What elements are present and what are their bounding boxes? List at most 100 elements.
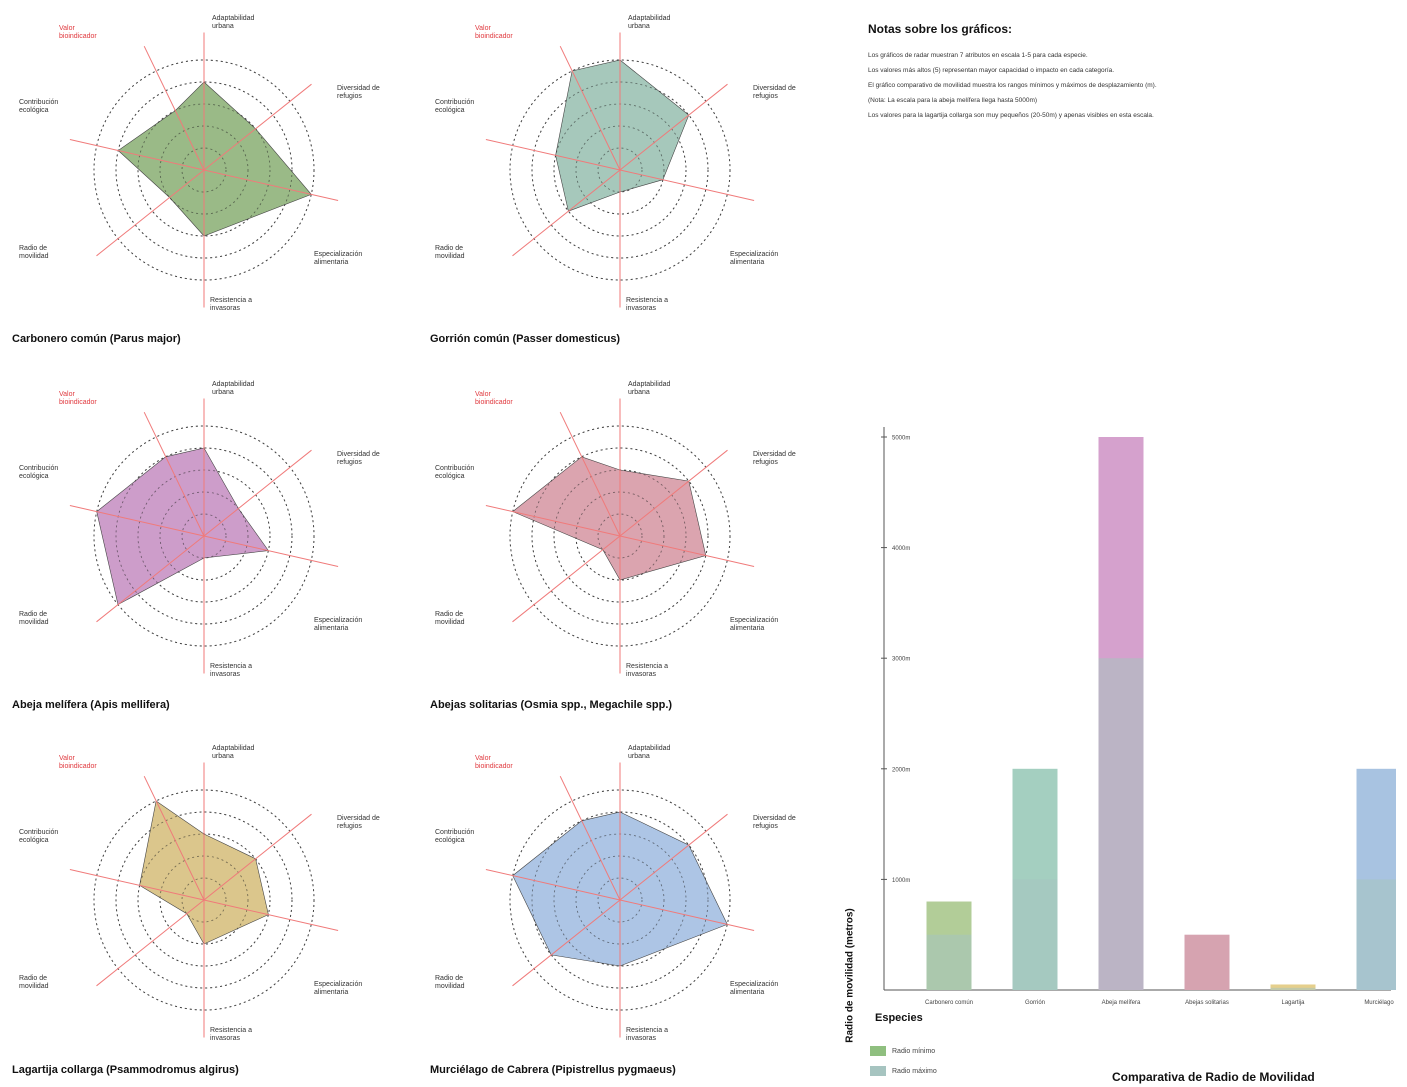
radar-axis-label: Especialización alimentaria [730,251,778,266]
radar-axis-label: Radio de movilidad [19,975,49,990]
radar-title: Lagartija collarga (Psammodromus algirus… [12,1064,239,1076]
radar-axis-line [143,411,205,537]
radar-ring-overlay [159,491,249,581]
radar-title: Murciélago de Cabrera (Pipistrellus pygm… [430,1064,676,1076]
radar-axis-label: Adaptabilidad urbana [212,381,255,396]
radar-ring-overlay [115,447,293,625]
mobility-bar-chart: 1000m 2000m 3000m 4000m 5000m Carbonero común… [881,427,1396,1006]
radar-ring-overlay [509,59,731,281]
radar-axis-label: Valor bioindicador [475,755,513,770]
bar-chart-title: Comparativa de Radio de Movilidad [1112,1070,1315,1084]
legend-swatch-max [870,1066,886,1076]
bar-y-tick-label: 2000m [892,767,910,773]
radar-axis-label: Radio de movilidad [435,975,465,990]
radar-axis-line [485,869,621,901]
radar-axis-label: Resistencia a invasoras [626,297,668,312]
radar-axis-line [559,45,621,171]
bar-y-axis-label: Radio de movilidad (metros) [844,908,856,1043]
notes-title: Notas sobre los gráficos: [868,22,1013,36]
radar-axis-label: Diversidad de refugios [337,815,380,830]
radar-axis-label: Valor bioindicador [59,391,97,406]
radar-axis-line [619,169,755,201]
radar-ring-overlay [509,425,731,647]
bar-min [1012,879,1058,990]
radar-ring-overlay [93,59,315,281]
radar-polygon [96,447,269,606]
legend-item-max: Radio máximo [870,1066,937,1076]
radar-title: Abejas solitarias (Osmia spp., Megachile… [430,699,673,711]
radar-axis-label: Diversidad de refugios [337,451,380,466]
radar-axis-line [143,45,205,171]
radar-axis-label: Valor bioindicador [475,25,513,40]
note-line: Los gráficos de radar muestran 7 atribut… [868,52,1088,59]
bar-x-tick-label: Carbonero común [925,1000,973,1006]
radar-axis-label: Contribución ecológica [435,829,474,844]
radar-axis-line [485,139,621,171]
radar-axis-label: Resistencia a invasoras [210,297,252,312]
radar-axis-line [203,169,339,201]
radar-axis-label: Radio de movilidad [435,611,465,626]
radar-axis-line [203,899,339,931]
radar-ring-overlay [159,125,249,215]
radar-ring-overlay [597,513,643,559]
radar-ring-overlay [181,877,227,923]
radar-axis-label: Especialización alimentaria [314,251,362,266]
radar-ring-overlay [575,491,665,581]
radar-ring-overlay [93,425,315,647]
radar-axis-line [203,449,312,537]
bar-x-axis-label: Especies [875,1012,923,1024]
radar-axis-line [559,775,621,901]
bar-max [1270,984,1316,990]
legend-label-min: Radio mínimo [892,1047,936,1055]
radar-chart: Adaptabilidad urbana Diversidad de refugios… [19,381,380,678]
bar-y-tick-label: 1000m [892,878,910,884]
bar-x-tick-label: Lagartija [1281,1000,1305,1006]
radar-axis-label: Adaptabilidad urbana [212,745,255,760]
radar-axis-line [203,535,339,567]
note-line: (Nota: La escala para la abeja melífera … [868,97,1038,104]
bar-min [926,934,972,990]
bar-min [1270,987,1316,990]
bar-x-tick-label: Abeja melífera [1102,1000,1141,1006]
radar-axis-line [69,869,205,901]
radar-title: Gorrión común (Passer domesticus) [430,333,621,345]
note-line: El gráfico comparativo de movilidad mues… [868,82,1157,89]
radar-axis-line [619,449,728,537]
radar-ring-overlay [575,125,665,215]
radar-axis-label: Especialización alimentaria [730,981,778,996]
radar-axis-label: Resistencia a invasoras [210,1027,252,1042]
radar-axis-label: Contribución ecológica [19,829,58,844]
radar-title: Abeja melífera (Apis mellifera) [12,699,170,711]
radar-axis-label: Valor bioindicador [475,391,513,406]
radar-axis-label: Valor bioindicador [59,755,97,770]
radar-axis-label: Diversidad de refugios [753,85,796,100]
radar-ring-overlay [181,147,227,193]
radar-polygon [555,59,690,212]
radar-ring-overlay [181,513,227,559]
radar-axis-label: Radio de movilidad [19,245,49,260]
radar-axis-line [512,535,621,623]
bar-max [1184,934,1230,990]
radar-axis-label: Adaptabilidad urbana [628,745,671,760]
radar-ring-overlay [509,789,731,1011]
radar-axis-line [512,169,621,257]
radar-axis-label: Adaptabilidad urbana [628,381,671,396]
radar-axis-label: Especialización alimentaria [314,617,362,632]
radar-polygon [512,456,707,581]
radar-axis-label: Contribución ecológica [19,465,58,480]
radar-axis-line [619,813,728,901]
radar-ring-overlay [575,855,665,945]
radar-chart: Adaptabilidad urbana Diversidad de refugios… [435,381,796,678]
radar-title: Carbonero común (Parus major) [12,333,181,345]
radar-axis-line [69,505,205,537]
radar-axis-line [203,813,312,901]
radar-ring-overlay [597,877,643,923]
radar-axis-label: Especialización alimentaria [314,981,362,996]
radar-axis-line [96,535,205,623]
radar-axis-label: Radio de movilidad [435,245,465,260]
radar-ring-overlay [115,81,293,259]
radar-ring-overlay [115,811,293,989]
radar-polygon [117,81,312,237]
radar-axis-label: Contribución ecológica [19,99,58,114]
legend-item-min: Radio mínimo [870,1046,935,1056]
